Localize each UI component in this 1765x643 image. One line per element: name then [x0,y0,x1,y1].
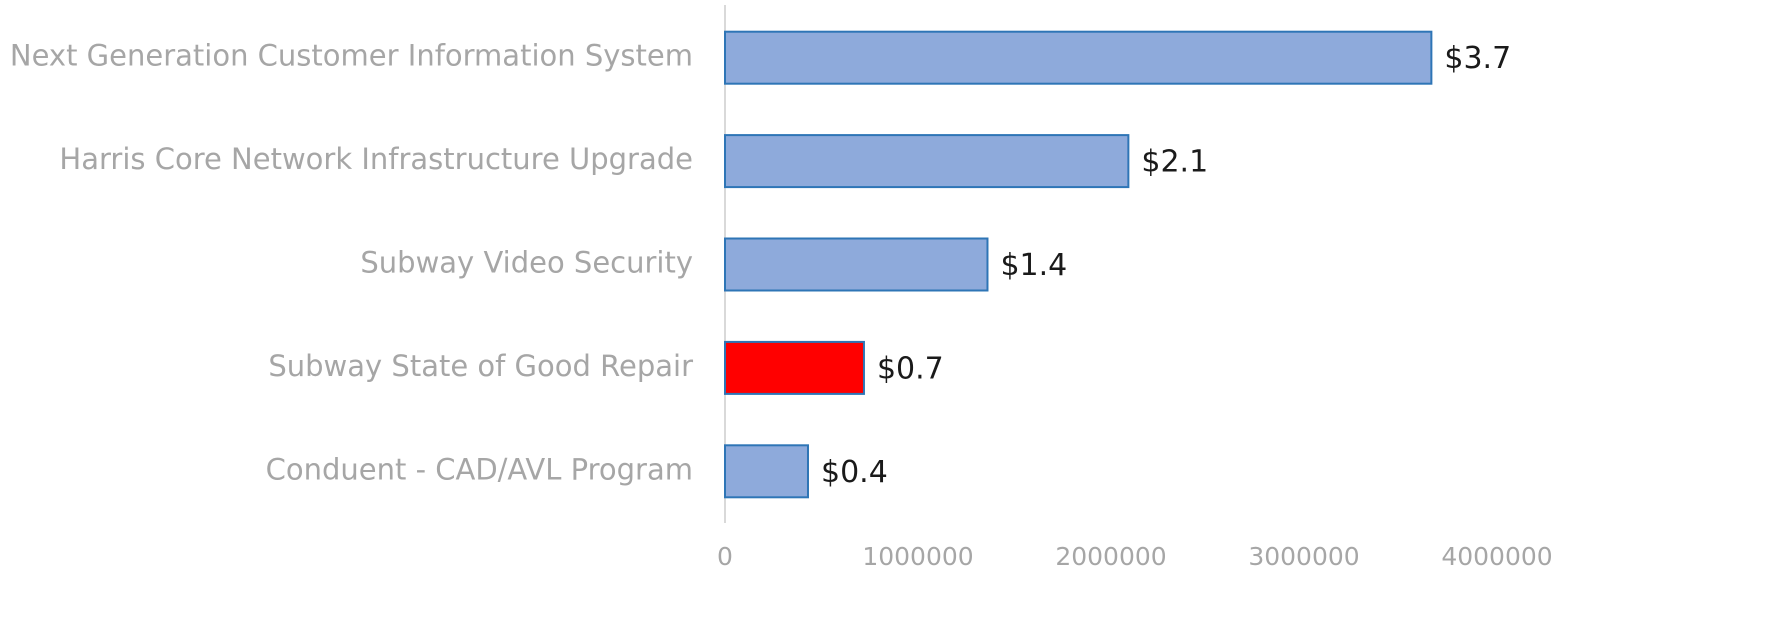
y-tick-label: Subway Video Security [360,246,693,280]
x-tick-label: 1000000 [862,542,973,571]
bar [724,30,1433,85]
x-tick-label: 3000000 [1248,542,1359,571]
value-label: $0.7 [877,351,944,386]
bar [724,340,865,395]
value-label: $2.1 [1141,145,1208,180]
x-tick-label: 4000000 [1441,542,1552,571]
value-label: $1.4 [1000,248,1067,283]
x-tick-label: 0 [717,542,733,571]
value-label: $3.7 [1444,41,1511,76]
bar [724,134,1130,189]
bar [724,237,989,292]
y-tick-label: Subway State of Good Repair [268,349,693,383]
y-tick-label: Harris Core Network Infrastructure Upgra… [59,142,693,176]
value-label: $0.4 [821,455,888,490]
y-tick-label: Next Generation Customer Information Sys… [10,39,693,73]
x-tick-label: 2000000 [1055,542,1166,571]
bar [724,444,809,499]
y-tick-label: Conduent - CAD/AVL Program [266,452,693,486]
